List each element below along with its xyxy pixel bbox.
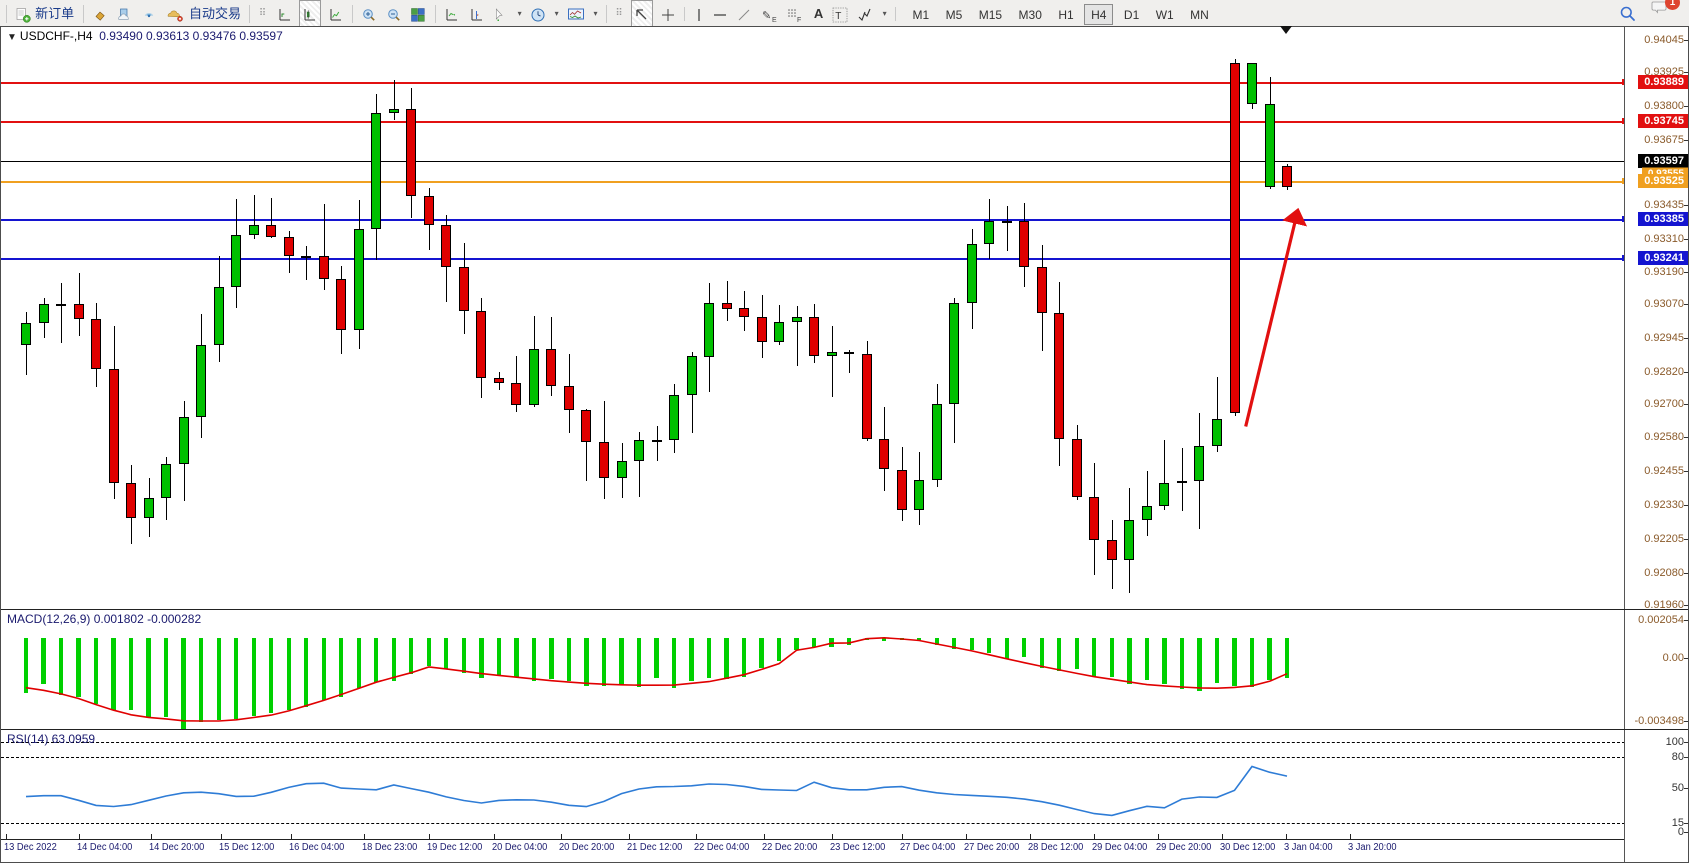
svg-text:E: E: [772, 17, 777, 23]
svg-text:✎: ✎: [762, 10, 771, 22]
svg-text:F: F: [797, 17, 801, 23]
svg-text:T: T: [835, 11, 841, 22]
